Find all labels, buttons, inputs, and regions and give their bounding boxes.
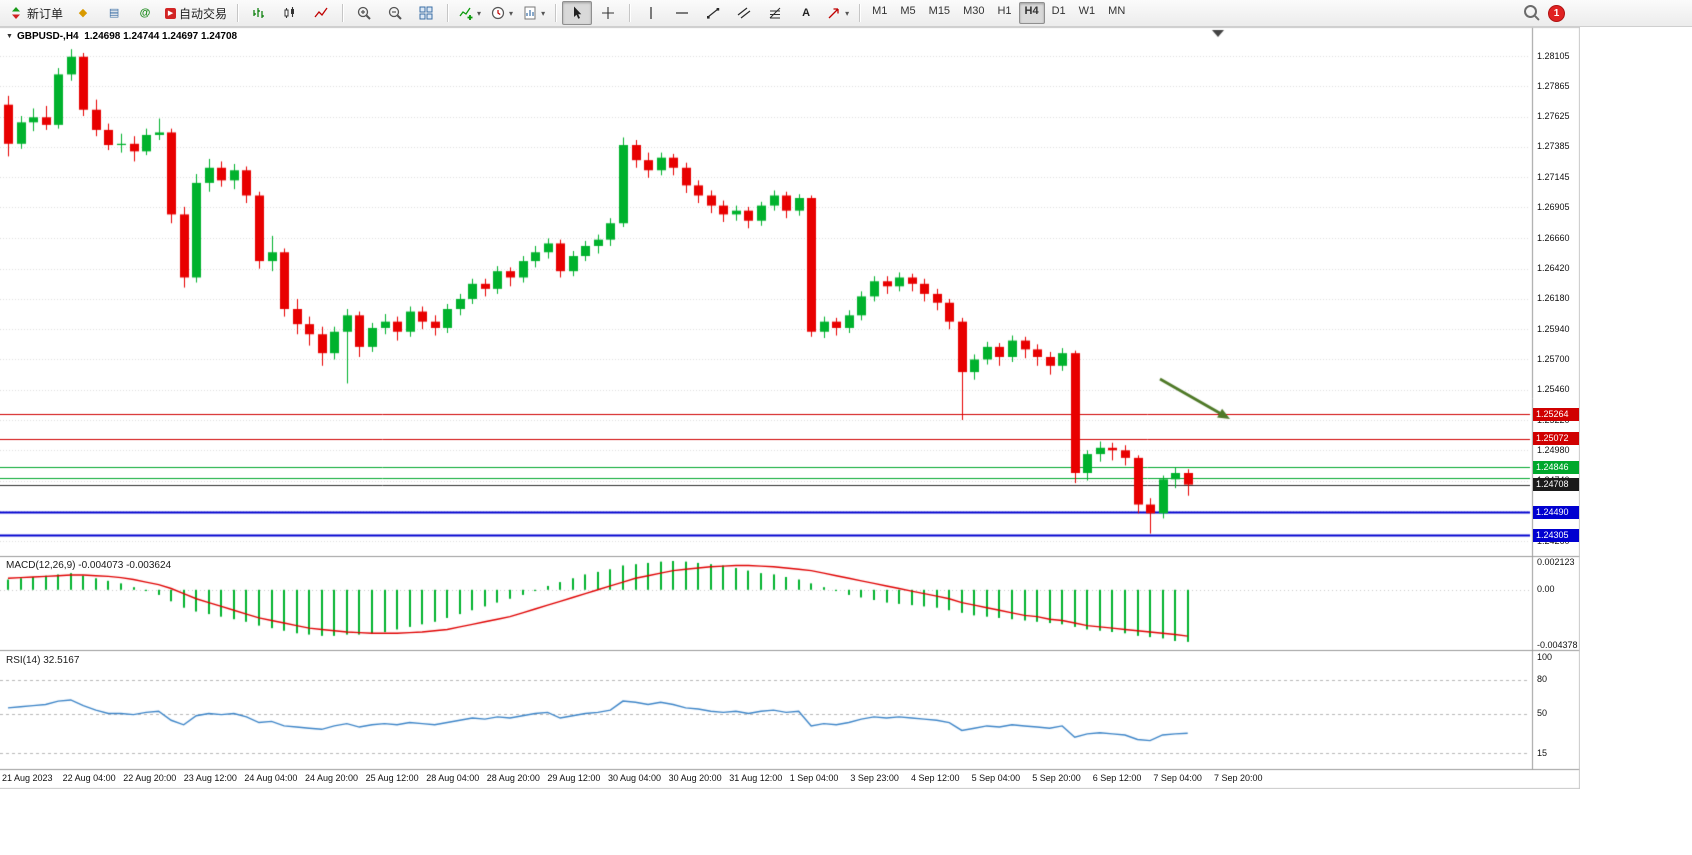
one-click-trading-toggle[interactable]: ▼ — [6, 33, 13, 40]
chart-window: ▼ GBPUSD-,H4 1.24698 1.24744 1.24697 1.24… — [0, 27, 1580, 789]
candlestick-icon — [284, 7, 295, 18]
dropdown-caret-icon: ▾ — [477, 8, 482, 18]
timeframe-w1-button[interactable]: W1 — [1078, 5, 1096, 17]
zoom-in-icon — [357, 6, 371, 20]
symbol-name: GBPUSD-,H4 — [16, 31, 79, 42]
templates-button[interactable]: ▾ — [518, 1, 549, 25]
toolbar-separator — [447, 4, 449, 22]
notification-badge[interactable]: 1 — [1548, 4, 1565, 22]
new-order-button[interactable]: 新订单 — [4, 1, 67, 25]
trendline-tool-button[interactable] — [698, 1, 728, 25]
tile-windows-icon — [419, 6, 433, 20]
vertical-line-tool-button[interactable] — [636, 1, 666, 25]
timeframe-m30-button[interactable]: M30 — [963, 5, 985, 17]
new-order-icon — [12, 7, 20, 19]
search-button[interactable] — [1517, 1, 1547, 25]
market-watch-icon: ◆ — [78, 7, 88, 19]
new-order-label: 新订单 — [27, 6, 64, 21]
toolbar: 新订单 ◆ ▤ @ ▶ 自动交易 — [0, 0, 1692, 27]
search-icon — [1523, 5, 1537, 18]
timeframe-h4-button[interactable]: H4 — [1018, 2, 1045, 24]
indicators-button[interactable]: ▾ — [454, 1, 485, 25]
chart-canvas[interactable] — [0, 27, 1580, 789]
navigator-button[interactable]: @ — [130, 1, 160, 25]
auto-trading-button[interactable]: ▶ 自动交易 — [161, 1, 231, 25]
timeframe-m5-button[interactable]: M5 — [900, 5, 916, 17]
toolbar-separator — [629, 4, 631, 22]
indicators-icon — [459, 7, 473, 20]
candlestick-button[interactable] — [275, 1, 305, 25]
zoom-out-icon — [388, 6, 402, 20]
timeframe-m15-button[interactable]: M15 — [928, 5, 951, 17]
symbol-label: ▼ GBPUSD-,H4 1.24698 1.24744 1.24697 1.24… — [6, 31, 237, 42]
zoom-out-button[interactable] — [380, 1, 410, 25]
tile-windows-button[interactable] — [411, 1, 441, 25]
data-window-button[interactable]: ▤ — [99, 1, 129, 25]
timeframe-mn-button[interactable]: MN — [1108, 5, 1126, 17]
timeframe-h1-button[interactable]: H1 — [997, 5, 1012, 17]
line-chart-button[interactable] — [306, 1, 336, 25]
timeframe-m1-button[interactable]: M1 — [872, 5, 888, 17]
arrows-tool-button[interactable]: ▾ — [822, 1, 853, 25]
auto-trading-icon: ▶ — [165, 7, 177, 19]
template-icon — [524, 6, 536, 20]
trendline-icon — [707, 8, 720, 19]
line-chart-icon — [314, 7, 328, 18]
bar-chart-button[interactable] — [244, 1, 274, 25]
rsi-label: RSI(14) 32.5167 — [6, 655, 80, 666]
timeframe-d1-button[interactable]: D1 — [1051, 5, 1066, 17]
auto-trading-label: 自动交易 — [179, 6, 228, 21]
dropdown-caret-icon: ▾ — [541, 8, 546, 18]
channel-icon — [737, 7, 751, 19]
toolbar-separator — [342, 4, 344, 22]
horizontal-line-icon — [676, 12, 689, 14]
dropdown-caret-icon: ▾ — [845, 8, 850, 18]
channel-tool-button[interactable] — [729, 1, 759, 25]
crosshair-button[interactable] — [593, 1, 623, 25]
fibonacci-icon — [769, 7, 781, 19]
clock-icon — [491, 6, 505, 20]
arrow-tool-icon — [828, 8, 839, 19]
horizontal-line-tool-button[interactable] — [667, 1, 697, 25]
symbol-ohlc: 1.24698 1.24744 1.24697 1.24708 — [84, 31, 238, 42]
data-window-icon: ▤ — [108, 7, 120, 19]
periods-button[interactable]: ▾ — [486, 1, 517, 25]
cursor-button[interactable] — [562, 1, 593, 25]
crosshair-icon — [602, 7, 615, 19]
toolbar-separator — [555, 4, 557, 22]
text-tool-button[interactable]: A — [791, 1, 821, 25]
dropdown-caret-icon: ▾ — [509, 8, 514, 18]
cursor-icon — [574, 6, 582, 19]
toolbar-separator — [237, 4, 239, 22]
zoom-in-button[interactable] — [349, 1, 379, 25]
navigator-icon: @ — [139, 7, 151, 19]
fibonacci-tool-button[interactable] — [760, 1, 790, 25]
macd-label: MACD(12,26,9) -0.004073 -0.003624 — [6, 560, 172, 571]
vertical-line-icon — [650, 7, 652, 19]
text-tool-icon: A — [802, 7, 811, 19]
bar-chart-icon — [253, 8, 265, 18]
toolbar-separator — [859, 4, 861, 22]
market-watch-button[interactable]: ◆ — [68, 1, 98, 25]
